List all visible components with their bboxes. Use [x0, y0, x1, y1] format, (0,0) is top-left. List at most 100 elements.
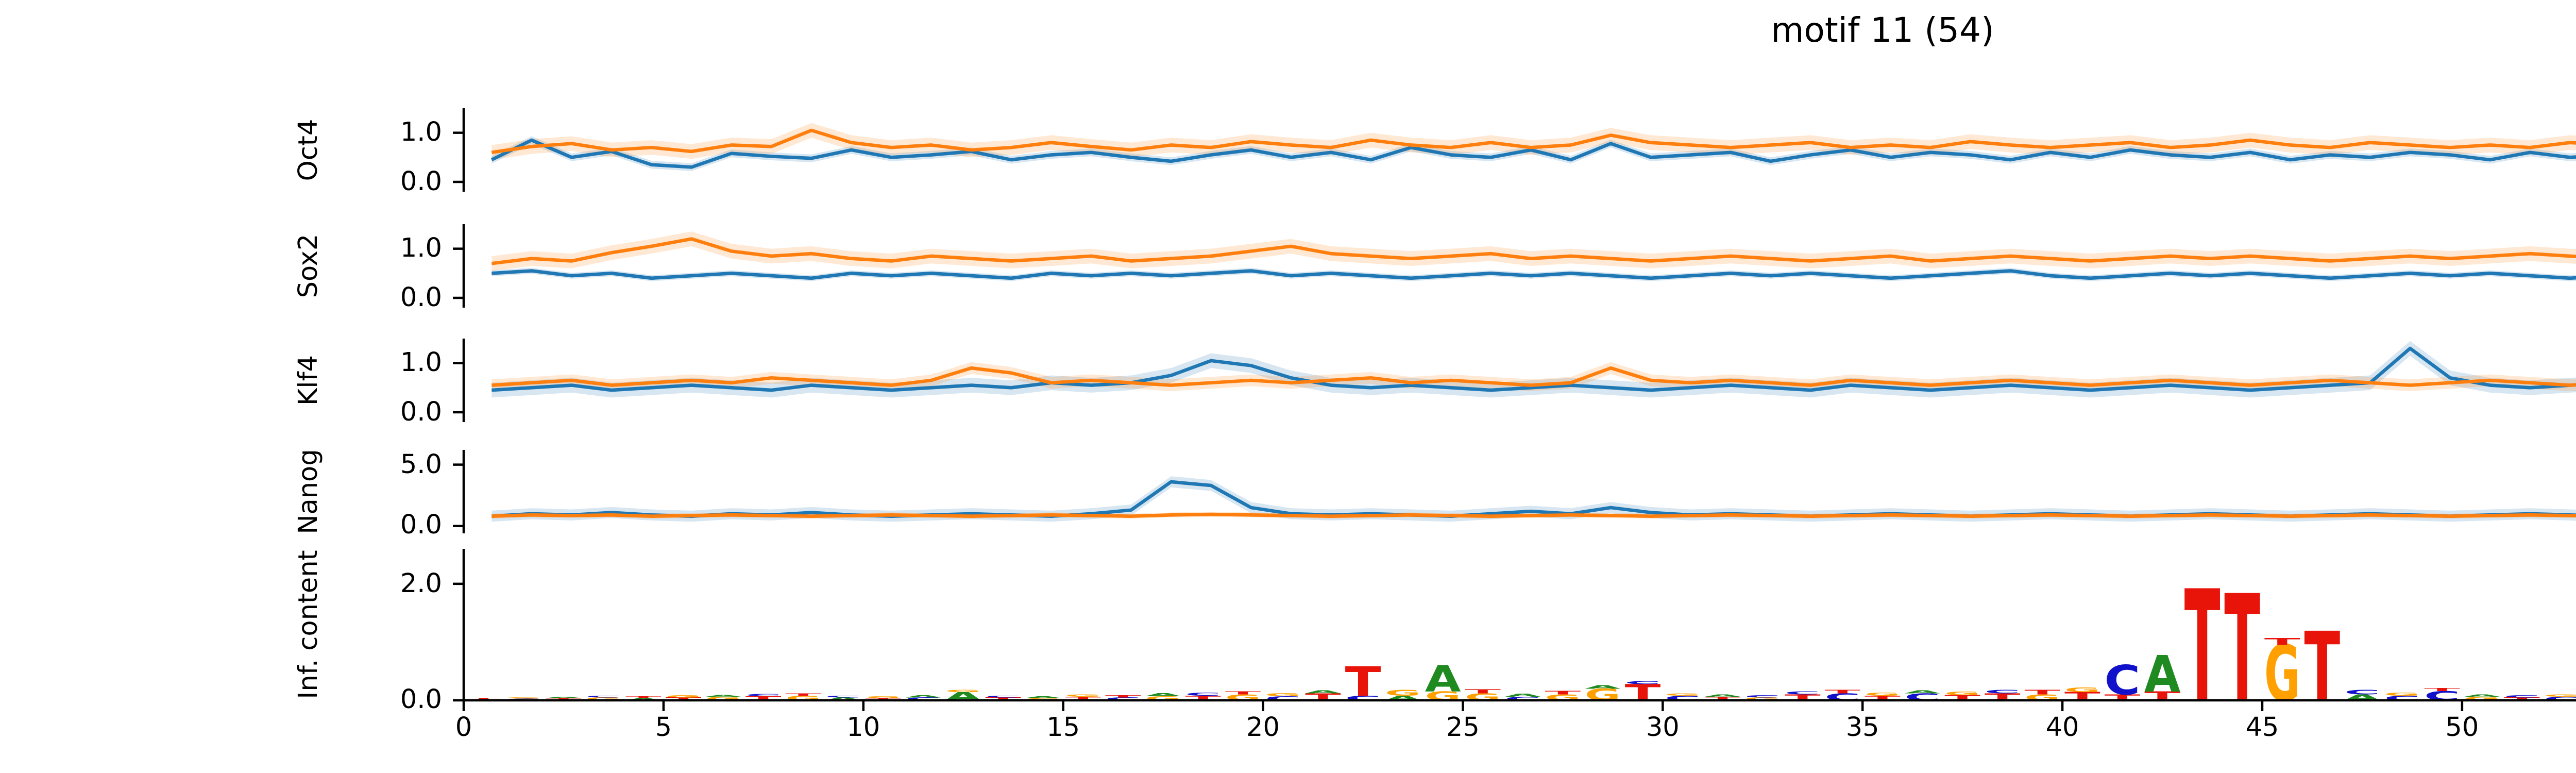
y-tick-label: 0.0	[400, 510, 442, 542]
logo-letter-C: C	[2504, 695, 2543, 698]
logo-letter-A: A	[1505, 693, 1546, 698]
logo-letter-G: G	[945, 690, 981, 693]
logo-letter-C: C	[1625, 680, 1663, 685]
logo-letter-A: A	[705, 695, 745, 698]
logo-letter-C: C	[1105, 697, 1143, 701]
x-tick-label: 0	[455, 713, 472, 744]
oct4-blue-line	[490, 138, 2576, 169]
logo-letter-C: C	[985, 695, 1027, 698]
logo-letter-G: G	[1665, 693, 1701, 697]
y-tick-label: 2.0	[400, 568, 442, 599]
logo-letter-T: T	[2504, 697, 2544, 701]
logo-letter-T: T	[2184, 558, 2221, 737]
x-tick-label: 50	[2445, 713, 2479, 744]
logo-letter-C: C	[586, 695, 628, 698]
logo-letter-T: T	[2024, 688, 2062, 696]
logo-letter-A: A	[825, 697, 867, 701]
logo-letter-T: T	[2304, 612, 2340, 723]
logo-letter-T: T	[1825, 689, 1864, 695]
logo-letter-C: C	[905, 697, 943, 701]
y-tick-label: 0.0	[400, 166, 442, 197]
y-tick-label: 1.0	[400, 347, 442, 379]
logo-letter-A: A	[2144, 645, 2180, 703]
y-tick-label: 0.0	[400, 396, 442, 428]
oct4-orange-band	[492, 123, 2576, 160]
y-tick-label: 0.0	[400, 282, 442, 313]
logo-letter-G: G	[2264, 630, 2300, 719]
x-tick-label: 45	[2245, 713, 2279, 744]
logo-letter-G: G	[1065, 694, 1101, 698]
logo-letter-G: G	[2064, 686, 2100, 694]
y-tick-label: 0.0	[400, 685, 442, 716]
logo-letter-A: A	[1585, 684, 1624, 690]
klf4-orange-line	[492, 366, 2576, 387]
y-axis-label-klf4: Klf4	[294, 355, 325, 406]
x-tick-label: 40	[2045, 713, 2079, 744]
logo-letter-C: C	[745, 694, 785, 697]
logo-letter-G: G	[505, 697, 547, 699]
y-axis-label-sox2: Sox2	[294, 233, 325, 298]
logo-letter-G: G	[1944, 691, 1981, 697]
logo-letter-C: C	[825, 695, 867, 698]
x-tick-label: 25	[1446, 713, 1480, 744]
logo-letter-T: T	[2264, 637, 2301, 648]
y-axis-label-nanog: Nanog	[294, 449, 325, 534]
logo-letter-T: T	[1705, 696, 1744, 702]
logo-letter-A: A	[1025, 696, 1065, 699]
plot-area-sox2	[453, 224, 2576, 308]
plot-area-nanog	[453, 450, 2576, 533]
logo-letter-G: G	[666, 695, 702, 698]
logo-letter-T: T	[666, 697, 706, 701]
sox2-orange-band	[492, 231, 2576, 271]
logo-letter-G: G	[866, 696, 903, 699]
logo-letter-G: G	[1744, 697, 1781, 701]
x-tick-label: 20	[1246, 713, 1280, 744]
logo-letter-T: T	[625, 696, 670, 699]
sox2-orange-line	[491, 237, 2576, 265]
logo-letter-A: A	[1705, 694, 1742, 698]
y-axis-label-inf-content: Inf. content	[294, 550, 325, 699]
logo-letter-A: A	[1145, 693, 1187, 697]
logo-letter-C: C	[1744, 695, 1784, 698]
subplot-oct4: Oct4 0.0 1.0	[294, 108, 2576, 197]
logo-letter-A: A	[1305, 690, 1346, 694]
plot-area-logo: ATCGTAGCATTGGATCGTACTGCAAGTCGATGCTGATCGT…	[453, 549, 2576, 737]
logo-letter-T: T	[1345, 658, 1381, 705]
x-tick-label: 10	[846, 713, 880, 744]
logo-letter-T: T	[985, 697, 1025, 701]
chart-title: motif 11 (54)	[1771, 12, 1994, 51]
logo-letter-C: C	[2544, 696, 2576, 702]
y-tick-label: 1.0	[400, 117, 442, 148]
y-tick-label: 5.0	[400, 449, 442, 480]
logo-letter-T: T	[2424, 687, 2464, 692]
logo-letter-C: C	[1785, 691, 1822, 696]
logo-letter-G: G	[705, 696, 742, 702]
logo-letter-A: A	[2464, 694, 2501, 698]
logo-letter-G: G	[586, 697, 622, 701]
subplot-logo: Inf. content ATCGTAGCATTGGATCGTACTGCAAGT…	[294, 549, 2576, 744]
logo-letter-G: G	[1865, 692, 1901, 697]
logo-letter-C: C	[1985, 689, 2021, 695]
logo-letter-G: G	[2464, 696, 2501, 702]
y-tick-label: 1.0	[400, 233, 442, 264]
logo-letter-T: T	[1545, 691, 1584, 696]
logo-letter-A: A	[1425, 658, 1461, 700]
x-tick-label: 5	[655, 713, 672, 744]
logo-letter-T: T	[1625, 680, 1661, 706]
logo-letter-G: G	[1265, 693, 1301, 697]
subplot-sox2: Sox2 0.0 1.0	[294, 224, 2576, 313]
logo-letter-G: G	[2544, 694, 2576, 698]
x-tick-label: 35	[1845, 713, 1879, 744]
logo-letter-T: T	[1465, 688, 1503, 695]
logo-letter-G: G	[1385, 688, 1421, 698]
logo-letter-C: C	[1185, 692, 1223, 697]
logo-letter-A: A	[905, 695, 942, 698]
logo-letter-C: C	[2105, 657, 2141, 704]
nanog-blue-band	[492, 476, 2576, 522]
oct4-blue-band	[492, 136, 2576, 171]
logo-letter-T: T	[2224, 564, 2260, 735]
logo-letter-T: T	[1225, 691, 1265, 696]
subplot-klf4: Klf4 0.0 1.0	[294, 339, 2576, 428]
